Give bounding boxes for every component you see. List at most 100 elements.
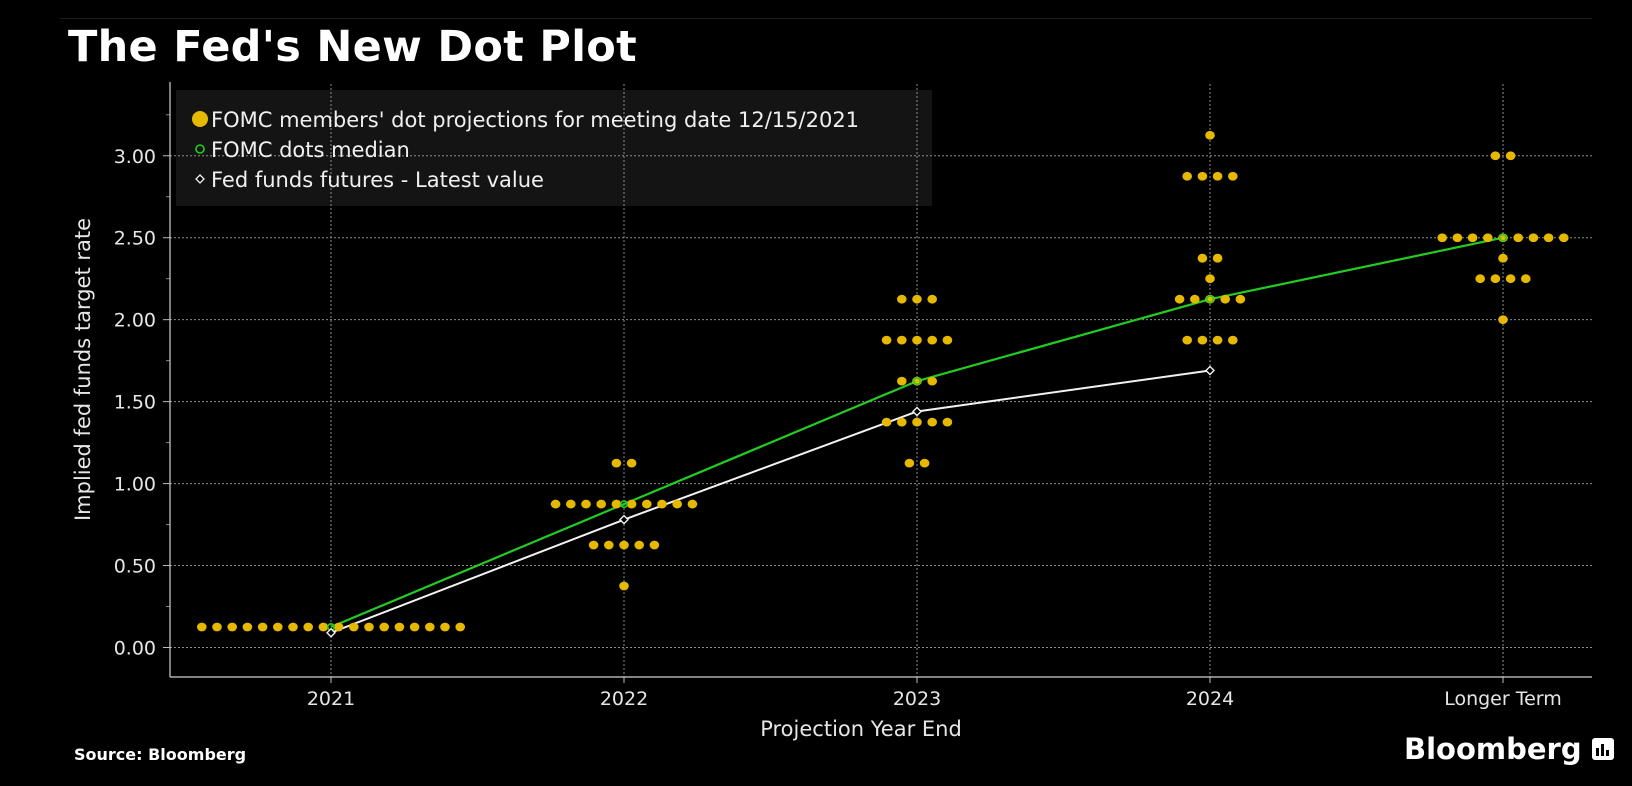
brand-name: Bloomberg	[1404, 732, 1582, 766]
projection-dot	[897, 335, 907, 345]
projection-dot	[897, 417, 907, 427]
projection-dot	[1521, 274, 1531, 284]
futures-marker	[619, 514, 629, 525]
projection-dot	[912, 417, 922, 427]
projection-dot	[1452, 233, 1463, 243]
projection-dot	[379, 622, 390, 632]
median-marker	[619, 500, 628, 509]
projection-dot	[333, 622, 344, 632]
legend-median-marker	[195, 144, 205, 154]
projection-dot	[649, 540, 660, 550]
y-tick-label: 2.00	[114, 310, 156, 332]
projection-dot	[409, 622, 420, 632]
projection-dot	[927, 294, 937, 304]
projection-dot	[687, 499, 698, 509]
projection-dot	[364, 622, 374, 632]
projection-dot	[611, 458, 622, 468]
projection-dot	[1197, 171, 1208, 181]
legend-label-median: FOMC dots median	[211, 138, 410, 162]
projection-dot	[904, 458, 915, 468]
projection-dot	[1498, 253, 1508, 263]
x-axis-title: Projection Year End	[760, 717, 962, 741]
projection-dot	[303, 622, 314, 632]
projection-dot	[1505, 151, 1516, 161]
projection-dot	[1212, 253, 1223, 263]
x-tick-label: Longer Term	[1444, 688, 1562, 710]
projection-dot	[1490, 274, 1501, 284]
y-tick-label: 0.50	[114, 556, 156, 578]
projection-dot	[927, 417, 937, 427]
projection-dot	[318, 622, 329, 632]
projection-dot	[1475, 274, 1485, 284]
projection-dot	[927, 335, 937, 345]
median-marker	[912, 377, 921, 386]
source-note: Source: Bloomberg	[74, 745, 247, 764]
projection-dot	[1182, 335, 1192, 345]
legend-box	[176, 90, 932, 206]
x-tick-label: 2024	[1186, 688, 1234, 710]
projection-dot	[1437, 233, 1447, 243]
projection-dot	[619, 581, 629, 591]
projection-dot	[1228, 171, 1238, 181]
futures-marker	[912, 406, 922, 417]
projection-dot	[394, 622, 405, 632]
projection-dot	[1483, 233, 1493, 243]
projection-dot	[1513, 233, 1523, 243]
projection-dot	[897, 376, 907, 386]
median-marker	[1206, 295, 1215, 304]
legend-dot-marker	[192, 111, 208, 127]
projection-dot	[197, 622, 207, 632]
projection-dot	[440, 622, 450, 632]
projection-dot	[596, 499, 606, 509]
projection-dot	[212, 622, 222, 632]
projection-dot	[642, 499, 652, 509]
projection-dot	[897, 294, 907, 304]
median-marker	[1499, 233, 1508, 242]
projection-dot	[672, 499, 682, 509]
projection-dot	[566, 499, 576, 509]
projection-dot	[1197, 253, 1208, 263]
projection-dot	[425, 622, 435, 632]
projection-dot	[1205, 130, 1215, 140]
projection-dot	[611, 499, 622, 509]
y-tick-label: 0.00	[114, 637, 156, 659]
projection-dot	[619, 540, 629, 550]
legend-label-futures: Fed funds futures - Latest value	[211, 168, 544, 192]
projection-dot	[288, 622, 298, 632]
projection-dot	[1505, 274, 1516, 284]
x-tick-label: 2022	[600, 688, 648, 710]
projection-dot	[1182, 171, 1192, 181]
projection-dot	[912, 294, 922, 304]
projection-dot	[881, 417, 892, 427]
projection-dot	[1490, 151, 1501, 161]
y-tick-label: 1.50	[114, 392, 156, 414]
projection-dot	[881, 335, 892, 345]
projection-dot	[942, 417, 953, 427]
projection-dot	[1174, 294, 1185, 304]
projection-dot	[634, 540, 644, 550]
futures-marker	[1205, 365, 1215, 376]
futures-line	[330, 369, 1211, 634]
projection-dot	[919, 458, 930, 468]
projection-dot	[1543, 233, 1554, 243]
projection-dot	[1212, 171, 1223, 181]
projection-dot	[1228, 335, 1238, 345]
projection-dot	[1559, 233, 1569, 243]
projection-dot	[657, 499, 667, 509]
legend-futures-marker	[195, 174, 205, 184]
projection-dot	[604, 540, 614, 550]
projection-dot	[242, 622, 253, 632]
projection-dot	[1498, 315, 1508, 325]
projection-dot	[227, 622, 237, 632]
chart-title: The Fed's New Dot Plot	[68, 22, 637, 72]
projection-dot	[1190, 294, 1200, 304]
projection-dot	[942, 335, 953, 345]
projection-dot	[1205, 274, 1215, 284]
projection-dot	[550, 499, 561, 509]
projection-dot	[257, 622, 268, 632]
projection-dot	[1528, 233, 1539, 243]
y-tick-label: 1.00	[114, 474, 156, 496]
projection-dot	[273, 622, 283, 632]
